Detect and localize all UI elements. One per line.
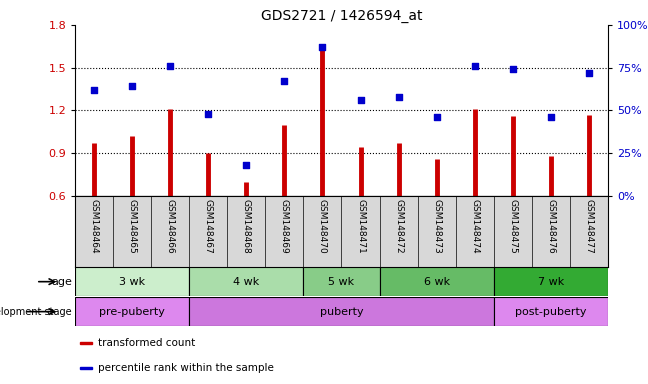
Text: GSM148474: GSM148474 [470, 199, 479, 253]
Bar [75, 297, 189, 326]
Text: GSM148465: GSM148465 [128, 199, 137, 253]
Point [318, 44, 328, 50]
Text: GSM148471: GSM148471 [356, 199, 365, 253]
Point [127, 83, 137, 89]
Text: GSM148468: GSM148468 [242, 199, 251, 253]
Text: GSM148473: GSM148473 [432, 199, 441, 253]
Text: percentile rank within the sample: percentile rank within the sample [98, 363, 273, 373]
Point [469, 63, 480, 69]
Point [89, 87, 99, 93]
Text: GSM148467: GSM148467 [204, 199, 213, 253]
Point [584, 70, 594, 76]
Bar [80, 367, 92, 369]
Point [203, 111, 213, 117]
Text: 6 wk: 6 wk [424, 276, 450, 287]
Point [507, 66, 518, 73]
Point [432, 114, 442, 120]
Point [355, 97, 365, 103]
Title: GDS2721 / 1426594_at: GDS2721 / 1426594_at [260, 8, 422, 23]
Text: development stage: development stage [0, 306, 72, 317]
Text: transformed count: transformed count [98, 338, 195, 348]
Bar [303, 267, 380, 296]
Text: GSM148470: GSM148470 [318, 199, 327, 253]
Point [546, 114, 556, 120]
Text: age: age [51, 276, 72, 287]
Text: GSM148469: GSM148469 [280, 199, 289, 253]
Bar [80, 342, 92, 344]
Text: pre-puberty: pre-puberty [99, 306, 165, 317]
Text: GSM148466: GSM148466 [166, 199, 175, 253]
Point [279, 78, 290, 84]
Text: GSM148475: GSM148475 [508, 199, 517, 253]
Text: GSM148472: GSM148472 [394, 199, 403, 253]
Bar [494, 297, 608, 326]
Bar [189, 297, 494, 326]
Text: 7 wk: 7 wk [538, 276, 564, 287]
Text: GSM148477: GSM148477 [584, 199, 594, 253]
Bar [189, 267, 303, 296]
Text: 5 wk: 5 wk [329, 276, 354, 287]
Text: GSM148464: GSM148464 [89, 199, 98, 253]
Text: 4 wk: 4 wk [233, 276, 259, 287]
Bar [75, 267, 189, 296]
Point [393, 94, 404, 100]
Text: GSM148476: GSM148476 [546, 199, 555, 253]
Bar [494, 267, 608, 296]
Text: 3 wk: 3 wk [119, 276, 145, 287]
Point [165, 63, 176, 69]
Point [241, 162, 251, 168]
Text: post-puberty: post-puberty [515, 306, 586, 317]
Bar [380, 267, 494, 296]
Text: puberty: puberty [319, 306, 364, 317]
